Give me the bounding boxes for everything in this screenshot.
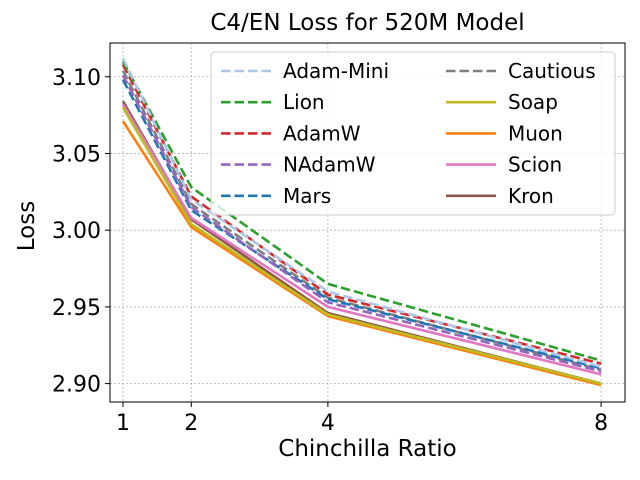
legend-label-mars: Mars xyxy=(283,184,331,208)
series-line-muon xyxy=(121,120,602,387)
legend-label-kron: Kron xyxy=(508,184,554,208)
legend-label-muon: Muon xyxy=(508,121,563,145)
legend-label-cautious: Cautious xyxy=(508,59,596,83)
series-line-lion xyxy=(121,60,602,362)
y-tick-label: 3.05 xyxy=(52,142,101,167)
x-tick-label: 2 xyxy=(184,411,198,436)
legend-label-adamw: AdamW xyxy=(283,121,361,145)
series-line-nadamw xyxy=(121,74,602,373)
y-tick-label: 3.00 xyxy=(52,219,101,244)
x-tick-label: 8 xyxy=(594,411,608,436)
series-line-mars xyxy=(121,79,602,370)
legend-label-lion: Lion xyxy=(283,90,325,114)
legend-box xyxy=(210,51,616,216)
series-line-scion xyxy=(121,103,602,376)
legend-label-scion: Scion xyxy=(508,153,562,177)
x-tick-label: 4 xyxy=(321,411,335,436)
series-line-adamw xyxy=(121,63,602,365)
series-line-adam-mini xyxy=(121,57,602,368)
plot-frame xyxy=(109,42,626,403)
y-axis-label: Loss xyxy=(14,200,40,252)
y-tick-label: 2.90 xyxy=(52,373,101,398)
x-tick-label: 1 xyxy=(116,411,130,436)
legend-label-soap: Soap xyxy=(508,90,558,114)
y-tick-label: 2.95 xyxy=(52,296,101,321)
chart-title: C4/EN Loss for 520M Model xyxy=(210,10,525,36)
legend-label-adam-mini: Adam-Mini xyxy=(283,59,389,83)
y-tick-label: 3.10 xyxy=(52,66,101,91)
series-line-cautious xyxy=(121,70,602,372)
series-line-soap xyxy=(121,106,602,385)
legend-label-nadamw: NAdamW xyxy=(283,153,376,177)
x-axis-label: Chinchilla Ratio xyxy=(278,436,457,462)
